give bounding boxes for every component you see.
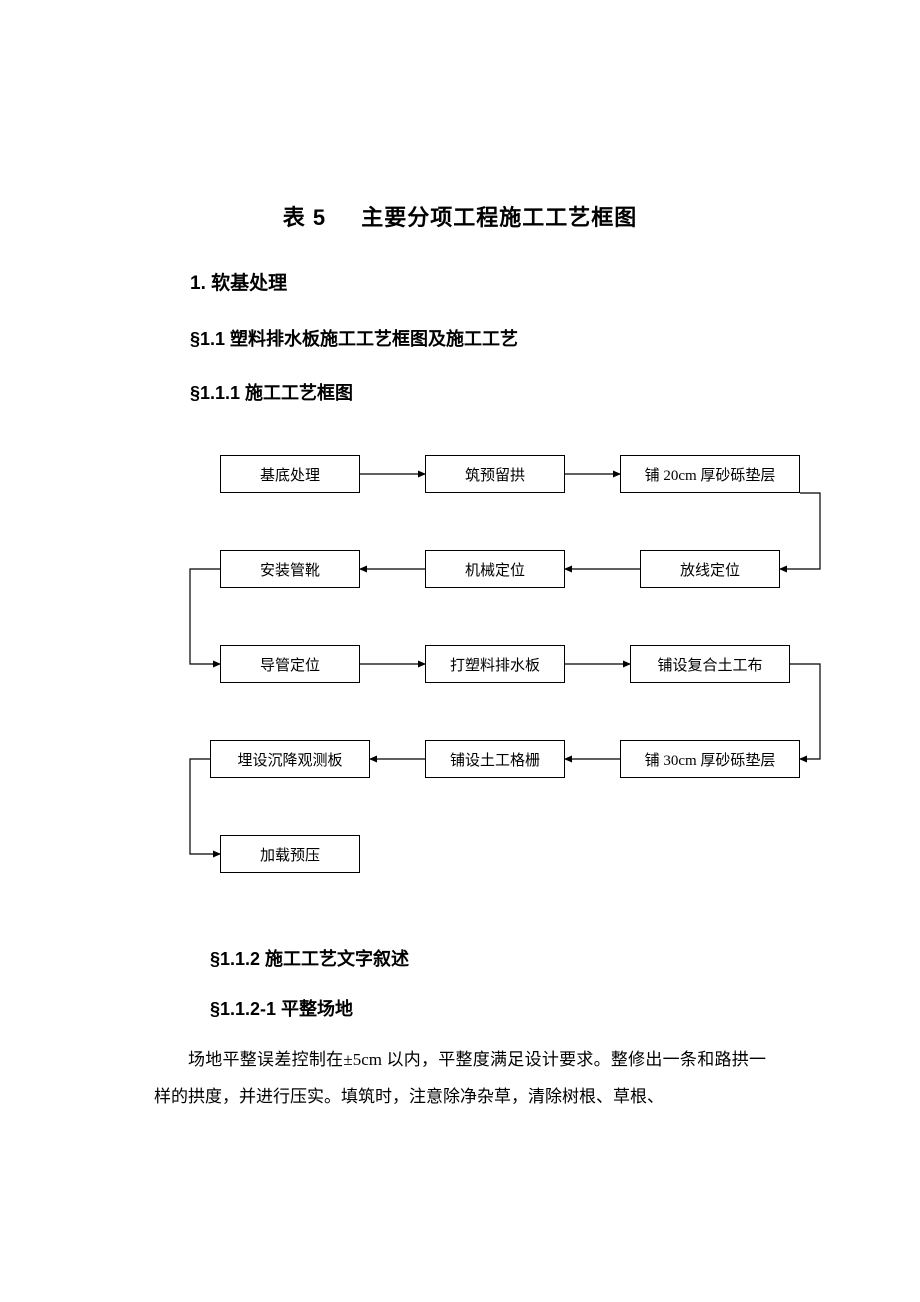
title-main: 主要分项工程施工工艺框图 bbox=[361, 205, 637, 230]
flow-node-n5: 机械定位 bbox=[425, 550, 565, 588]
flow-node-n1: 基底处理 bbox=[220, 455, 360, 493]
process-flowchart: 基底处理 筑预留拱 铺 20cm 厚砂砾垫层放线定位 机械定位 安装管靴导管定位 打塑料排… bbox=[170, 445, 830, 915]
flow-node-n11: 铺设土工格栅 bbox=[425, 740, 565, 778]
heading-1: 1. 软基处理 bbox=[190, 268, 790, 295]
heading-1-1-2: §1.1.2 施工工艺文字叙述 bbox=[210, 945, 790, 971]
heading-1-1-1: §1.1.1 施工工艺框图 bbox=[190, 379, 790, 405]
heading-1-1-2-1: §1.1.2-1 平整场地 bbox=[210, 995, 790, 1021]
flow-node-n6: 安装管靴 bbox=[220, 550, 360, 588]
flow-edge-n6-n7 bbox=[190, 569, 220, 664]
flow-node-n13: 加载预压 bbox=[220, 835, 360, 873]
flow-node-n12: 埋设沉降观测板 bbox=[210, 740, 370, 778]
flow-node-n9: 铺设复合土工布 bbox=[630, 645, 790, 683]
heading-1-1: §1.1 塑料排水板施工工艺框图及施工工艺 bbox=[190, 325, 790, 351]
flow-node-n10: 铺 30cm 厚砂砾垫层 bbox=[620, 740, 800, 778]
page-title: 表 5 主要分项工程施工工艺框图 bbox=[130, 200, 790, 232]
title-prefix: 表 5 bbox=[283, 205, 326, 230]
flow-node-n8: 打塑料排水板 bbox=[425, 645, 565, 683]
flow-node-n3: 铺 20cm 厚砂砾垫层 bbox=[620, 455, 800, 493]
document-page: 表 5 主要分项工程施工工艺框图 1. 软基处理 §1.1 塑料排水板施工工艺框… bbox=[0, 0, 920, 1302]
flow-node-n4: 放线定位 bbox=[640, 550, 780, 588]
flow-node-n7: 导管定位 bbox=[220, 645, 360, 683]
flow-node-n2: 筑预留拱 bbox=[425, 455, 565, 493]
body-paragraph: 场地平整误差控制在±5cm 以内，平整度满足设计要求。整修出一条和路拱一样的拱度… bbox=[154, 1041, 766, 1116]
flow-edge-n3-n4 bbox=[780, 493, 820, 569]
